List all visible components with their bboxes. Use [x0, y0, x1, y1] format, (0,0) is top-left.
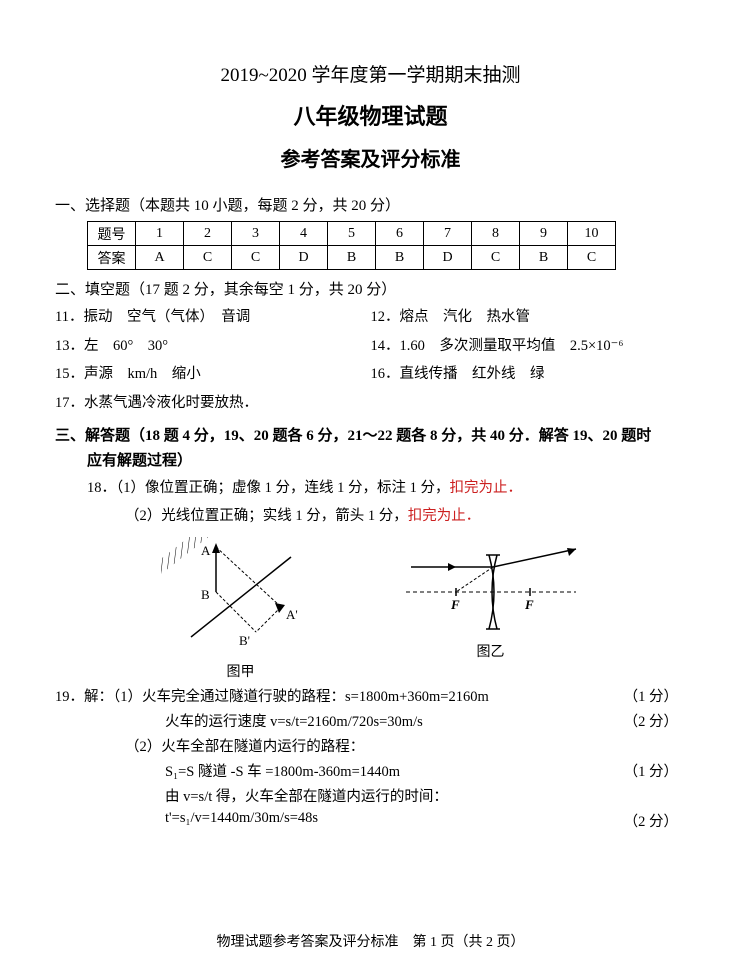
answer-cell: B [328, 246, 376, 270]
answer-cell: D [280, 246, 328, 270]
q19-text: 由 v=s/t 得，火车全部在隧道内运行的时间： [165, 785, 448, 806]
q18-l2-text: （2）光线位置正确；实线 1 分，箭头 1 分， [125, 508, 408, 524]
col-num: 3 [232, 222, 280, 246]
fill-left: 15．声源 km/h 缩小 [55, 362, 371, 387]
col-num: 2 [184, 222, 232, 246]
col-num: 1 [136, 222, 184, 246]
answer-cell: A [136, 246, 184, 270]
svg-text:A: A [201, 543, 211, 558]
table-row: 答案 A C C D B B D C B C [88, 246, 616, 270]
col-num: 4 [280, 222, 328, 246]
col-num: 5 [328, 222, 376, 246]
fill-row: 13．左 60° 30° 14．1.60 多次测量取平均值 2.5×10⁻⁶ [55, 334, 686, 359]
section-1-head: 一、选择题（本题共 10 小题，每题 2 分，共 20 分） [55, 194, 686, 215]
q19-text: t'=s₁/v=1440m/30m/s=48s [165, 810, 318, 831]
fill-right: 14．1.60 多次测量取平均值 2.5×10⁻⁶ [371, 334, 687, 359]
q19-line: （2）火车全部在隧道内运行的路程： [55, 735, 686, 756]
q18-line2: （2）光线位置正确；实线 1 分，箭头 1 分，扣完为止． [55, 504, 686, 529]
section-3-head-a: 三、解答题（18 题 4 分，19、20 题各 6 分，21～22 题各 8 分… [55, 424, 686, 445]
q18-l1-red: 扣完为止． [450, 480, 523, 496]
answer-cell: B [520, 246, 568, 270]
figure-b-label: 图乙 [401, 641, 581, 661]
answer-cell: C [232, 246, 280, 270]
page-footer: 物理试题参考答案及评分标准 第 1 页（共 2 页） [0, 931, 741, 951]
answer-cell: C [472, 246, 520, 270]
figure-row: A B A' B' 图甲 [55, 537, 686, 681]
answer-cell: C [184, 246, 232, 270]
svg-text:B': B' [239, 633, 250, 648]
points-label [678, 735, 686, 756]
points-label [678, 785, 686, 806]
table-header-label: 题号 [88, 222, 136, 246]
points-label: （2 分） [624, 810, 686, 831]
q18-l1-text: 18．（1）像位置正确；虚像 1 分，连线 1 分，标注 1 分， [87, 480, 450, 496]
fill-row: 17．水蒸气遇冷液化时要放热． [55, 391, 686, 416]
q19-line: t'=s₁/v=1440m/30m/s=48s （2 分） [55, 810, 686, 831]
exam-period-title: 2019~2020 学年度第一学期期末抽测 [55, 60, 686, 87]
fill-row: 11．振动 空气（气体） 音调 12．熔点 汽化 热水管 [55, 305, 686, 330]
q19-line: 由 v=s/t 得，火车全部在隧道内运行的时间： [55, 785, 686, 806]
q18-line1: 18．（1）像位置正确；虚像 1 分，连线 1 分，标注 1 分，扣完为止． [55, 476, 686, 501]
q19-line: S₁=S 隧道 -S 车 =1800m-360m=1440m （1 分） [55, 760, 686, 781]
fill-right: 16．直线传播 红外线 绿 [371, 362, 687, 387]
answer-key-title: 参考答案及评分标准 [55, 143, 686, 172]
table-row: 题号 1 2 3 4 5 6 7 8 9 10 [88, 222, 616, 246]
q19-text: （2）火车全部在隧道内运行的路程： [125, 735, 364, 756]
svg-text:B: B [201, 587, 210, 602]
fill-left: 13．左 60° 30° [55, 334, 371, 359]
mirror-diagram-icon: A B A' B' [161, 537, 321, 657]
col-num: 10 [568, 222, 616, 246]
answer-cell: C [568, 246, 616, 270]
subject-title: 八年级物理试题 [55, 99, 686, 131]
figure-a-label: 图甲 [161, 661, 321, 681]
section-3-head-b: 应有解题过程） [55, 449, 686, 470]
fill-left: 11．振动 空气（气体） 音调 [55, 305, 371, 330]
points-label: （2 分） [624, 710, 686, 731]
fill-right: 12．熔点 汽化 热水管 [371, 305, 687, 330]
section-2-head: 二、填空题（17 题 2 分，其余每空 1 分，共 20 分） [55, 278, 686, 299]
figure-a: A B A' B' 图甲 [161, 537, 321, 681]
points-label: （1 分） [624, 685, 686, 706]
q19-line: 火车的运行速度 v=s/t=2160m/720s=30m/s （2 分） [55, 710, 686, 731]
answer-cell: B [376, 246, 424, 270]
fill-row: 15．声源 km/h 缩小 16．直线传播 红外线 绿 [55, 362, 686, 387]
col-num: 9 [520, 222, 568, 246]
page-root: 2019~2020 学年度第一学期期末抽测 八年级物理试题 参考答案及评分标准 … [0, 0, 741, 979]
table-answer-label: 答案 [88, 246, 136, 270]
q19-line: 19．解：（1）火车完全通过隧道行驶的路程：s=1800m+360m=2160m… [55, 685, 686, 706]
points-label: （1 分） [624, 760, 686, 781]
q18-l2-red: 扣完为止． [408, 508, 481, 524]
q19-text: S₁=S 隧道 -S 车 =1800m-360m=1440m [165, 760, 400, 781]
answer-table: 题号 1 2 3 4 5 6 7 8 9 10 答案 A C C D B B D… [87, 221, 616, 270]
svg-text:A': A' [286, 607, 298, 622]
col-num: 7 [424, 222, 472, 246]
col-num: 6 [376, 222, 424, 246]
svg-text:F: F [524, 597, 534, 612]
q19-text: 19．解：（1）火车完全通过隧道行驶的路程：s=1800m+360m=2160m [55, 685, 489, 706]
svg-text:F: F [450, 597, 460, 612]
answer-cell: D [424, 246, 472, 270]
figure-b: F F 图乙 [401, 537, 581, 681]
col-num: 8 [472, 222, 520, 246]
q19-text: 火车的运行速度 v=s/t=2160m/720s=30m/s [165, 710, 423, 731]
lens-diagram-icon: F F [401, 537, 581, 637]
